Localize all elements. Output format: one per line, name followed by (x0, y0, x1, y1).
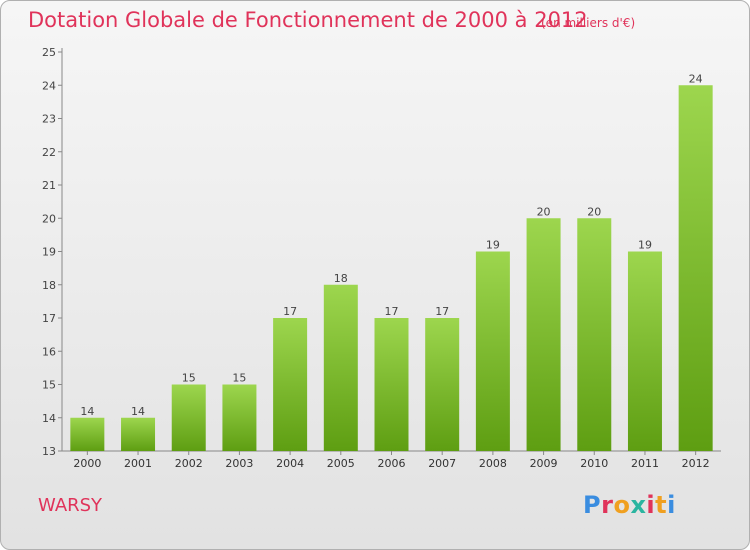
logo-letter: r (601, 491, 614, 519)
x-tick-label: 2008 (479, 457, 507, 470)
data-label: 24 (689, 72, 703, 85)
logo-letter: i (646, 491, 656, 519)
bar-2009 (526, 218, 561, 451)
data-label: 14 (80, 405, 94, 418)
data-label: 19 (486, 239, 500, 252)
logo-letter: o (613, 491, 631, 519)
y-tick-label: 24 (42, 79, 56, 92)
y-tick-label: 23 (42, 113, 56, 126)
x-tick-label: 2003 (225, 457, 253, 470)
y-tick-label: 18 (42, 279, 56, 292)
x-tick-label: 2002 (175, 457, 203, 470)
commune-name: WARSY (38, 495, 103, 516)
y-tick-label: 20 (42, 212, 56, 225)
y-tick-label: 19 (42, 246, 56, 259)
data-label: 20 (537, 205, 551, 218)
logo-letter: i (667, 491, 676, 519)
x-tick-label: 2009 (530, 457, 558, 470)
bar-2007 (425, 318, 460, 451)
bar-2004 (273, 318, 308, 451)
logo-letter: x (630, 491, 647, 519)
proxiti-logo[interactable]: Proxiti (583, 491, 676, 519)
data-label: 20 (587, 205, 601, 218)
bar-2000 (70, 417, 105, 451)
x-tick-label: 2011 (631, 457, 659, 470)
chart-title: Dotation Globale de Fonctionnement de 20… (28, 8, 588, 32)
y-tick-label: 13 (42, 445, 56, 458)
bar-2002 (171, 384, 206, 451)
y-tick-label: 14 (42, 412, 56, 425)
y-tick-label: 16 (42, 345, 56, 358)
x-tick-label: 2000 (73, 457, 101, 470)
logo-letter: P (583, 491, 602, 519)
bar-2012 (678, 85, 713, 451)
data-label: 15 (232, 372, 246, 385)
bar-2005 (323, 284, 358, 451)
data-label: 17 (385, 305, 399, 318)
y-tick-label: 15 (42, 379, 56, 392)
data-label: 19 (638, 239, 652, 252)
y-tick-label: 22 (42, 146, 56, 159)
bar-2010 (577, 218, 612, 451)
bar-2006 (374, 318, 409, 451)
data-label: 17 (283, 305, 297, 318)
x-tick-label: 2010 (580, 457, 608, 470)
data-label: 18 (334, 272, 348, 285)
chart-subtitle: (en milliers d'€) (541, 16, 636, 30)
x-tick-label: 2012 (682, 457, 710, 470)
y-tick-label: 21 (42, 179, 56, 192)
x-tick-label: 2001 (124, 457, 152, 470)
bar-2001 (121, 417, 156, 451)
y-tick-label: 25 (42, 46, 56, 59)
x-tick-label: 2004 (276, 457, 304, 470)
logo-letter: t (655, 491, 668, 519)
data-label: 14 (131, 405, 145, 418)
x-tick-label: 2006 (378, 457, 406, 470)
bar-2011 (627, 251, 662, 451)
x-tick-label: 2007 (428, 457, 456, 470)
data-label: 15 (182, 372, 196, 385)
bar-2008 (475, 251, 510, 451)
data-label: 17 (435, 305, 449, 318)
y-tick-label: 17 (42, 312, 56, 325)
bar-2003 (222, 384, 257, 451)
x-tick-label: 2005 (327, 457, 355, 470)
